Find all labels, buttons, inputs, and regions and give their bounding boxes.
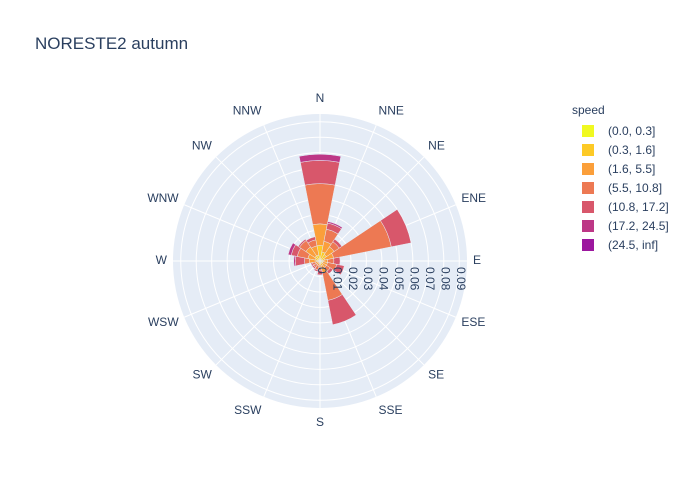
legend-swatch [582,124,594,137]
bar-WNW-series-5 [287,242,296,256]
legend-swatch [582,181,594,194]
legend-swatch [582,143,594,156]
radial-tick-label: 0.09 [454,267,468,291]
direction-label-SE: SE [428,368,444,382]
bar-W-series-5 [293,255,297,267]
radial-tick-label: 0.05 [392,267,406,291]
direction-label-WSW: WSW [148,315,179,329]
direction-label-W: W [156,253,168,267]
radial-tick-label: 0 [315,267,329,274]
legend-item[interactable]: (10.8, 17.2] [572,197,669,216]
legend-label: (17.2, 24.5] [608,218,669,233]
direction-label-E: E [473,253,481,267]
legend-label: (10.8, 17.2] [608,199,669,214]
legend-label: (5.5, 10.8] [608,180,663,195]
angular-gridline [183,260,321,318]
legend-label: (1.6, 5.5] [608,161,656,176]
direction-label-WNW: WNW [147,191,179,205]
polar-bars [287,154,412,326]
radial-tick-label: 0.07 [423,267,437,291]
legend-swatch [582,162,594,175]
legend-items: (0.0, 0.3] (0.3, 1.6] (1.6, 5.5] (5.5, 10.8… [572,121,669,254]
direction-label-N: N [316,91,325,105]
radial-tick-label: 0.08 [439,267,453,291]
legend-item[interactable]: (5.5, 10.8] [572,178,669,197]
direction-label-NNE: NNE [379,104,404,118]
radial-tick-label: 0.04 [377,267,391,291]
bar-SSW-series-4 [313,268,319,272]
radial-tick-label: 0.01 [330,267,344,291]
bar-ENE-series-4 [380,209,412,248]
legend-swatch [582,238,594,251]
radial-tick-label: 0.03 [361,267,375,291]
angular-gridline [319,260,425,366]
legend-swatch [582,200,594,213]
direction-label-ESE: ESE [461,315,485,329]
legend-item[interactable]: (0.0, 0.3] [572,121,669,140]
legend: speed (0.0, 0.3] (0.3, 1.6] (1.6, 5.5] (5.5… [572,103,669,254]
legend-swatch [582,219,594,232]
direction-label-SW: SW [192,368,212,382]
bar-N-series-4 [300,160,340,186]
legend-item[interactable]: (1.6, 5.5] [572,159,669,178]
radial-tick-label: 0.02 [346,267,360,291]
bar-ESE-series-4 [333,264,345,276]
bar-NNE-series-5 [327,221,343,230]
legend-item[interactable]: (17.2, 24.5] [572,216,669,235]
direction-label-NW: NW [192,139,213,153]
legend-item[interactable]: (0.3, 1.6] [572,140,669,159]
polar-labels: 0 0.01 0.02 0.03 0.04 0.05 0.06 0.07 0.08 0.09 N NN… [147,91,486,429]
bar-SSE-series-4 [327,294,357,326]
radial-tick-label: 0.06 [408,267,422,291]
chart-title: NORESTE2 autumn [35,34,189,53]
direction-label-SSW: SSW [234,403,262,417]
bar-N-series-5 [298,154,342,163]
direction-label-ENE: ENE [461,191,486,205]
direction-label-NE: NE [428,139,445,153]
direction-label-NNW: NNW [233,104,262,118]
direction-label-S: S [316,415,324,429]
bar-NNW-series-4 [305,236,317,244]
legend-label: (24.5, inf] [608,237,659,252]
legend-title: speed [572,103,605,117]
bar-S-series-4 [316,269,324,276]
angular-gridline [263,260,321,398]
legend-label: (0.0, 0.3] [608,123,656,138]
legend-item[interactable]: (24.5, inf] [572,235,669,254]
legend-label: (0.3, 1.6] [608,142,656,157]
direction-label-SSE: SSE [379,403,403,417]
angular-gridline [215,260,321,366]
bar-NW-series-4 [297,238,307,248]
